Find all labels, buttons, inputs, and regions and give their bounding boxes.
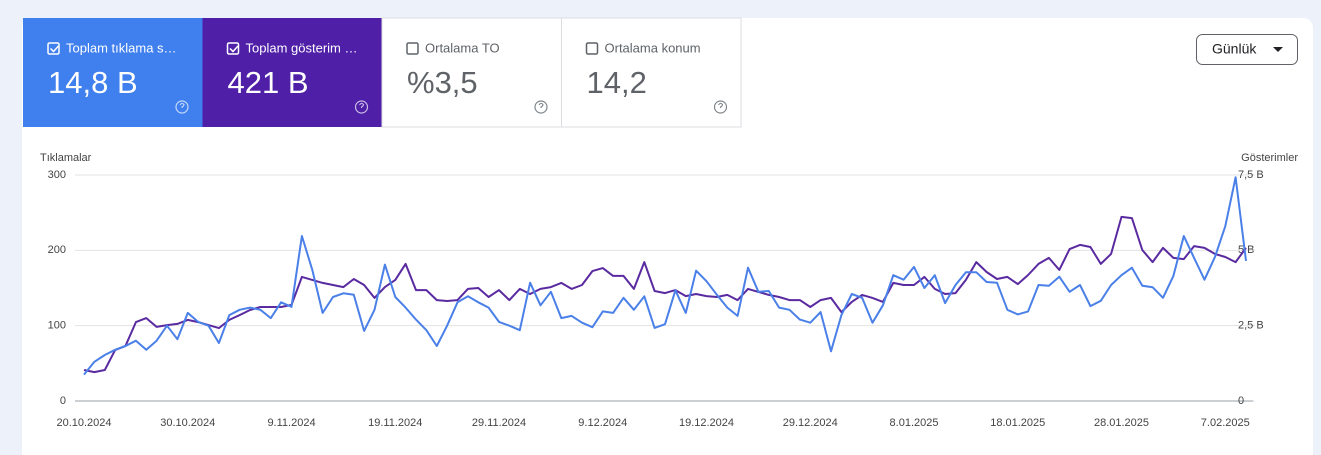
card-bg[interactable] bbox=[23, 18, 203, 127]
card-label: Ortalama konum bbox=[605, 40, 701, 55]
checkbox[interactable] bbox=[406, 42, 419, 55]
card-value: 421 B bbox=[228, 65, 309, 100]
card-value: 14,2 bbox=[587, 65, 647, 100]
y-axis-title: Tıklamalar bbox=[40, 152, 92, 164]
metric-card[interactable]: Toplam tıklama s… 14,8 B bbox=[23, 18, 203, 127]
y-tick-label: 200 bbox=[48, 244, 66, 256]
series-line bbox=[83, 176, 1247, 376]
dropdown-label[interactable]: Günlük bbox=[1212, 41, 1257, 57]
help-mark bbox=[179, 102, 185, 108]
y2-tick-label: 5 B bbox=[1238, 244, 1255, 256]
y2-tick-label: 7,5 B bbox=[1238, 169, 1264, 181]
x-tick-label: 28.01.2025 bbox=[1094, 417, 1149, 429]
dropdown-arrow[interactable] bbox=[1273, 47, 1283, 52]
checkmark bbox=[229, 45, 239, 53]
x-tick-label: 18.01.2025 bbox=[990, 417, 1045, 429]
y-tick-label: 0 bbox=[60, 395, 66, 407]
help-mark bbox=[538, 102, 544, 108]
card-bg[interactable] bbox=[202, 18, 383, 127]
card-bg[interactable] bbox=[561, 17, 742, 128]
card-label: Ortalama TO bbox=[425, 40, 500, 55]
card-label: Toplam tıklama s… bbox=[66, 40, 177, 55]
y-tick-label: 300 bbox=[48, 169, 66, 181]
metric-card[interactable]: Ortalama TO %3,5 bbox=[381, 17, 562, 128]
x-tick-label: 9.11.2024 bbox=[267, 417, 315, 429]
checkbox[interactable] bbox=[226, 42, 240, 55]
y-tick-label: 100 bbox=[48, 320, 66, 332]
metric-card[interactable]: Ortalama konum 14,2 bbox=[561, 17, 742, 128]
x-tick-label: 7.02.2025 bbox=[1201, 417, 1250, 429]
help-icon bbox=[534, 100, 548, 114]
x-tick-label: 29.12.2024 bbox=[783, 417, 838, 429]
x-tick-label: 20.10.2024 bbox=[56, 417, 111, 429]
card-value: %3,5 bbox=[407, 65, 478, 100]
checkmark bbox=[49, 45, 60, 53]
x-tick-label: 29.11.2024 bbox=[472, 417, 526, 429]
help-icon bbox=[354, 100, 369, 114]
checkbox[interactable] bbox=[585, 42, 599, 55]
panel bbox=[22, 18, 1313, 455]
dropdown-box[interactable] bbox=[1196, 34, 1298, 65]
y2-tick-label: 2,5 B bbox=[1238, 320, 1264, 332]
help-mark bbox=[359, 102, 365, 108]
help-icon bbox=[713, 100, 728, 114]
y2-tick-label: 0 bbox=[1238, 395, 1244, 407]
card-label: Toplam gösterim … bbox=[246, 40, 358, 55]
checkbox[interactable] bbox=[47, 42, 60, 55]
x-tick-label: 8.01.2025 bbox=[890, 417, 939, 429]
metric-card[interactable]: Toplam gösterim … 421 B bbox=[202, 18, 383, 127]
x-tick-label: 9.12.2024 bbox=[578, 417, 627, 429]
x-tick-label: 19.12.2024 bbox=[679, 417, 734, 429]
y2-axis-title: Gösterimler bbox=[1241, 152, 1298, 164]
help-icon bbox=[175, 100, 189, 114]
help-mark bbox=[718, 102, 724, 108]
x-tick-label: 30.10.2024 bbox=[160, 417, 215, 429]
card-value: 14,8 B bbox=[48, 65, 138, 100]
x-tick-label: 19.11.2024 bbox=[368, 417, 422, 429]
dropdown[interactable]: Günlük bbox=[1196, 34, 1298, 65]
